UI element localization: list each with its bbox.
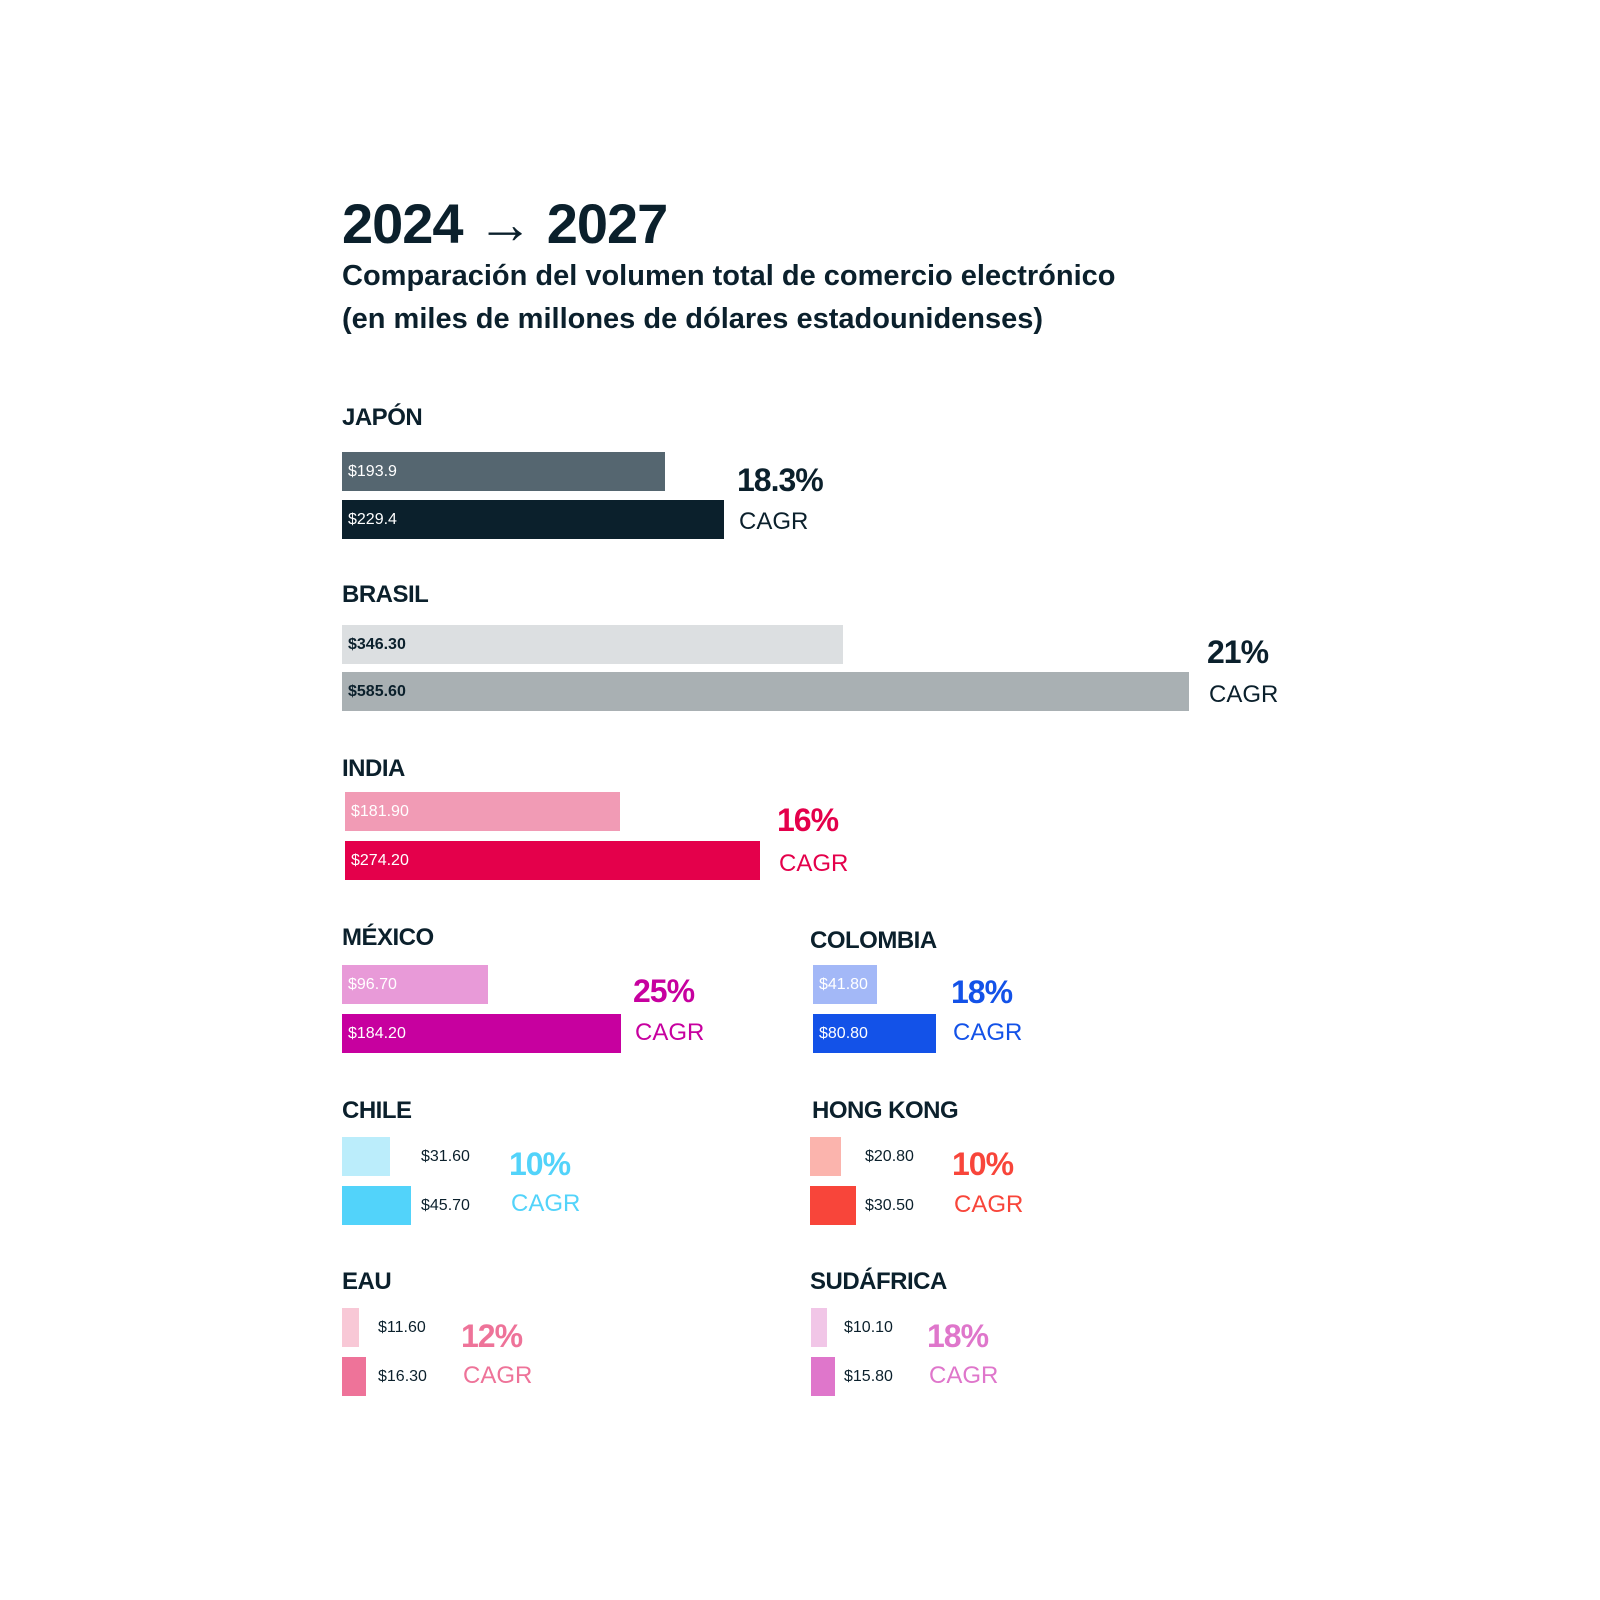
- cagr-label: CAGR: [635, 1019, 705, 1046]
- bar-2024: [342, 965, 489, 1004]
- bar-2024: [813, 965, 877, 1004]
- bar-2024: [342, 625, 844, 664]
- bar-2024: [345, 792, 621, 831]
- group-label: SUDÁFRICA: [810, 1268, 947, 1295]
- data-label: $15.80: [844, 1368, 893, 1385]
- data-label: $229.4: [348, 511, 397, 528]
- data-label: $16.30: [378, 1368, 427, 1385]
- bar-2024: [342, 1308, 360, 1347]
- cagr-value: 18%: [927, 1318, 989, 1354]
- data-label: $45.70: [421, 1197, 470, 1214]
- cagr-value: 16%: [777, 802, 839, 838]
- cagr-value: 12%: [461, 1318, 523, 1354]
- data-label: $585.60: [348, 683, 406, 700]
- group-label: CHILE: [342, 1097, 412, 1124]
- data-label: $11.60: [378, 1319, 426, 1336]
- bar-2024: [810, 1137, 842, 1176]
- bar-2027: [342, 1357, 367, 1396]
- data-label: $41.80: [819, 976, 868, 993]
- data-label: $10.10: [844, 1319, 893, 1336]
- bar-2027: [342, 1014, 621, 1053]
- cagr-label: CAGR: [739, 508, 809, 535]
- cagr-label: CAGR: [929, 1362, 999, 1389]
- group-label: MÉXICO: [342, 924, 434, 951]
- cagr-value: 18%: [951, 974, 1013, 1010]
- bar-2024: [342, 1137, 390, 1176]
- cagr-value: 18.3%: [737, 462, 824, 498]
- cagr-label: CAGR: [463, 1362, 533, 1389]
- data-label: $20.80: [865, 1148, 914, 1165]
- data-label: $181.90: [351, 803, 409, 820]
- cagr-value: 10%: [509, 1146, 571, 1182]
- bar-2027: [345, 841, 760, 880]
- bar-2024: [342, 452, 666, 491]
- group-label: COLOMBIA: [810, 927, 937, 954]
- cagr-value: 10%: [952, 1146, 1014, 1182]
- cagr-label: CAGR: [953, 1019, 1023, 1046]
- bar-2027: [342, 500, 725, 539]
- subtitle-line-1: Comparación del volumen total de comerci…: [342, 260, 1116, 292]
- data-label: $30.50: [865, 1197, 914, 1214]
- data-label: $274.20: [351, 852, 409, 869]
- group-label: JAPÓN: [342, 404, 423, 431]
- bar-2027: [811, 1357, 836, 1396]
- chart-title: 2024 → 2027: [342, 192, 668, 255]
- data-label: $193.9: [348, 463, 397, 480]
- cagr-value: 21%: [1207, 634, 1269, 670]
- bar-2027: [813, 1014, 936, 1053]
- bar-2027: [810, 1186, 857, 1225]
- bar-2027: [342, 1186, 411, 1225]
- chart-subtitle: Comparación del volumen total de comerci…: [342, 255, 1242, 341]
- cagr-label: CAGR: [1209, 681, 1279, 708]
- data-label: $184.20: [348, 1025, 406, 1042]
- cagr-label: CAGR: [779, 850, 849, 877]
- bar-2027: [342, 672, 1190, 711]
- data-label: $96.70: [348, 976, 397, 993]
- data-label: $80.80: [819, 1025, 868, 1042]
- bar-2024: [811, 1308, 827, 1347]
- data-label: $346.30: [348, 636, 406, 653]
- group-label: HONG KONG: [812, 1097, 959, 1124]
- group-label: EAU: [342, 1268, 392, 1295]
- cagr-label: CAGR: [511, 1190, 581, 1217]
- data-label: $31.60: [421, 1148, 470, 1165]
- subtitle-line-2: (en miles de millones de dólares estadou…: [342, 303, 1044, 335]
- cagr-label: CAGR: [954, 1191, 1024, 1218]
- group-label: BRASIL: [342, 581, 429, 608]
- cagr-value: 25%: [633, 973, 695, 1009]
- group-label: INDIA: [342, 755, 405, 782]
